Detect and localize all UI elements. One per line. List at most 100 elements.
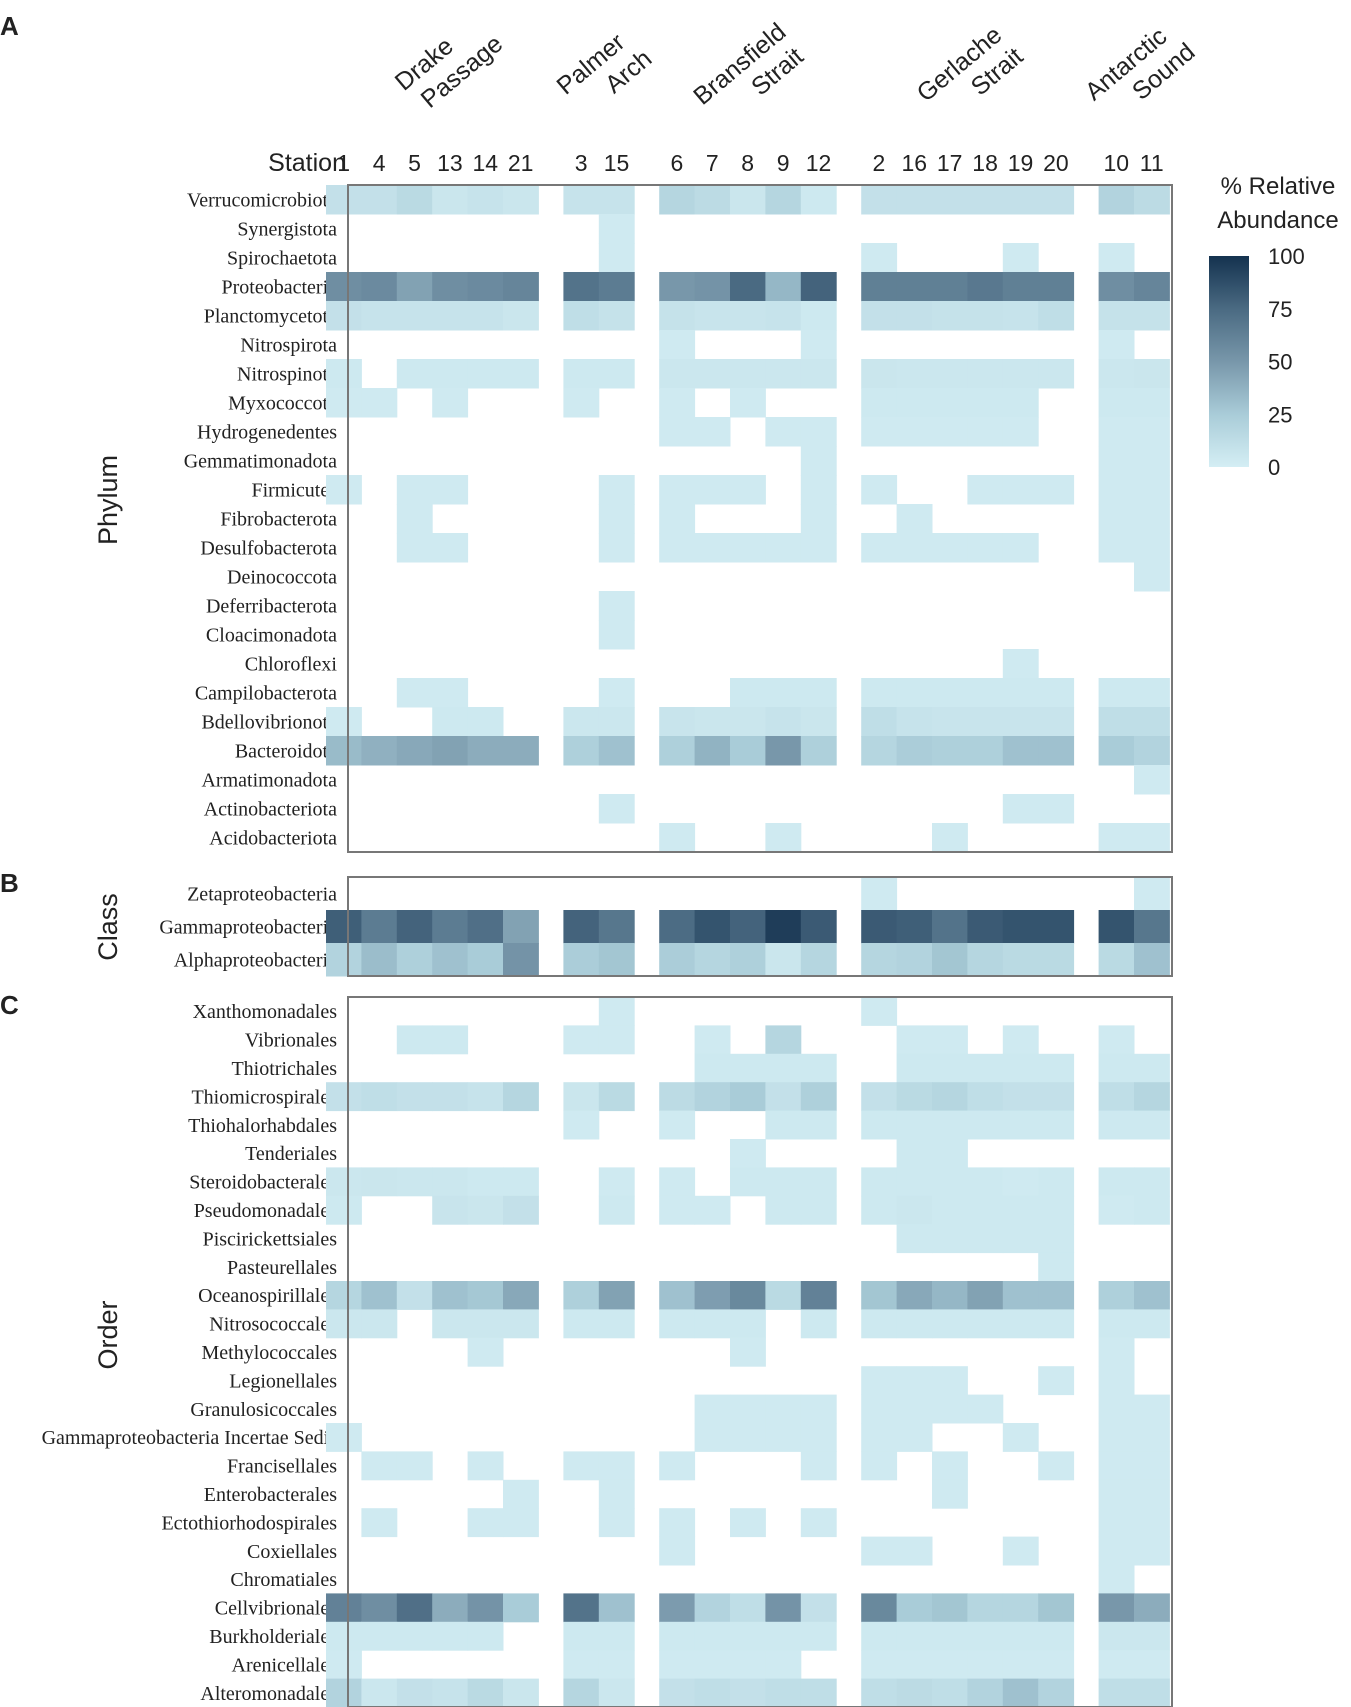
heatmap-cell: [800, 330, 837, 360]
heatmap-cell: [765, 1678, 802, 1707]
heatmap-cell: [1038, 794, 1075, 824]
heatmap-cell: [861, 475, 898, 505]
heatmap-cell: [694, 475, 731, 505]
heatmap-cell: [967, 1281, 1004, 1310]
heatmap-cell: [1098, 1337, 1135, 1367]
heatmap-cell: [659, 910, 696, 944]
heatmap-cell: [1134, 678, 1170, 708]
heatmap-cell: [896, 272, 933, 302]
heatmap-cell: [800, 1167, 837, 1197]
heatmap-cell: [563, 943, 600, 977]
legend-title-line2: Abundance: [1217, 207, 1338, 234]
heatmap-cell: [800, 1082, 837, 1112]
heatmap-cell: [396, 301, 433, 331]
heatmap-cell: [861, 1167, 898, 1197]
heatmap-cell: [432, 388, 469, 418]
heatmap-cell: [1134, 1451, 1170, 1481]
heatmap-cell: [1002, 1025, 1039, 1055]
heatmap-cell: [694, 1195, 731, 1225]
heatmap-cell: [932, 1309, 968, 1339]
heatmap-cell: [800, 272, 837, 302]
heatmap-cell: [598, 301, 635, 331]
heatmap-cell: [361, 388, 398, 418]
heatmap-cell: [765, 1394, 802, 1424]
heatmap-cell: [659, 417, 696, 447]
heatmap-cell: [932, 359, 968, 389]
heatmap-cell: [932, 1281, 968, 1310]
heatmap-cell: [932, 1110, 968, 1140]
heatmap-cell: [326, 707, 362, 737]
heatmap-cell: [1134, 533, 1170, 563]
heatmap-cell: [503, 1167, 539, 1197]
heatmap-cell: [432, 475, 469, 505]
heatmap-cell: [1098, 943, 1135, 977]
row-label: Thiotrichales: [231, 1058, 337, 1080]
heatmap-cell: [361, 1451, 398, 1481]
heatmap-cell: [694, 1309, 731, 1339]
heatmap-cell: [1098, 388, 1135, 418]
heatmap-cell: [730, 736, 766, 766]
heatmap-cell: [1002, 417, 1039, 447]
station-axis-label: Station: [268, 149, 346, 177]
heatmap-cell: [598, 997, 635, 1026]
heatmap-cell: [861, 910, 898, 944]
panel-border: [347, 996, 1173, 1707]
heatmap-cell: [1002, 649, 1039, 679]
heatmap-cell: [598, 1593, 635, 1623]
heatmap-cell: [1098, 359, 1135, 389]
heatmap-cell: [1098, 330, 1135, 360]
heatmap-cell: [563, 1281, 600, 1310]
heatmap-cell: [598, 475, 635, 505]
heatmap-cell: [932, 736, 968, 766]
heatmap-cell: [598, 943, 635, 977]
legend-tick-25: 25: [1268, 402, 1292, 427]
heatmap-cell: [396, 678, 433, 708]
heatmap-cell: [765, 185, 802, 215]
heatmap-cell: [1134, 417, 1170, 447]
heatmap-cell: [598, 620, 635, 650]
row-label: Acidobacteriota: [209, 828, 337, 850]
heatmap-cell: [861, 1082, 898, 1112]
row-label: Chloroflexi: [245, 654, 338, 676]
heatmap-cell: [467, 1337, 504, 1367]
heatmap-cell: [1038, 1252, 1075, 1282]
heatmap-cell: [730, 678, 766, 708]
heatmap-cell: [361, 1508, 398, 1538]
heatmap-cell: [1002, 243, 1039, 273]
heatmap-cell: [598, 185, 635, 215]
heatmap-cell: [730, 1508, 766, 1538]
heatmap-cell: [967, 301, 1004, 331]
heatmap-cell: [967, 185, 1004, 215]
heatmap-cell: [967, 272, 1004, 302]
heatmap-cell: [1098, 504, 1135, 534]
heatmap-cell: [659, 533, 696, 563]
station-tick-16: 16: [902, 150, 928, 176]
heatmap-cell: [563, 910, 600, 944]
heatmap-cell: [896, 388, 933, 418]
heatmap-cell: [467, 1082, 504, 1112]
heatmap-cell: [1098, 1508, 1135, 1538]
heatmap-cell: [396, 1082, 433, 1112]
heatmap-cell: [503, 1508, 539, 1538]
heatmap-cell: [800, 1593, 837, 1623]
heatmap-cell: [730, 1309, 766, 1339]
station-tick-14: 14: [473, 150, 499, 176]
heatmap-cell: [1134, 475, 1170, 505]
heatmap-cell: [396, 504, 433, 534]
heatmap-cell: [896, 1593, 933, 1623]
heatmap-cell: [861, 533, 898, 563]
heatmap-cell: [967, 736, 1004, 766]
heatmap-cell: [730, 1167, 766, 1197]
heatmap-cell: [1098, 1394, 1135, 1424]
heatmap-cell: [932, 1621, 968, 1651]
heatmap-cell: [1098, 1536, 1135, 1566]
heatmap-cell: [1098, 1167, 1135, 1197]
heatmap-cell: [896, 301, 933, 331]
heatmap-cell: [800, 533, 837, 563]
heatmap-cell: [694, 272, 731, 302]
heatmap-cell: [326, 1082, 362, 1112]
heatmap-cell: [967, 1167, 1004, 1197]
heatmap-cell: [800, 1508, 837, 1538]
station-tick-19: 19: [1008, 150, 1034, 176]
